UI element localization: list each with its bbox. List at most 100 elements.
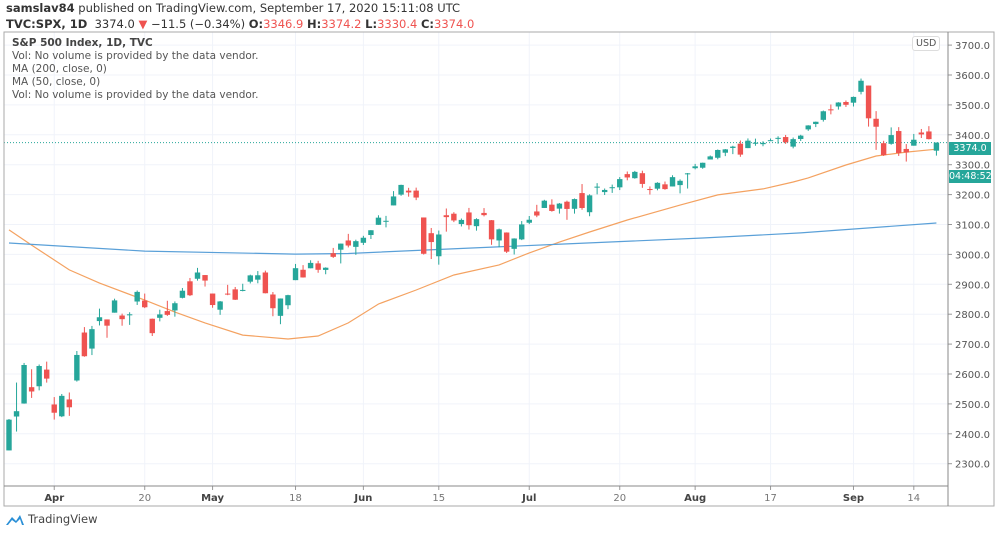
candle [865,85,872,127]
candle [322,267,329,275]
candle-body [126,314,133,316]
candle-body [722,149,728,153]
candle [405,187,412,197]
candle-body [677,180,683,186]
candle-body [443,215,450,218]
time-label: 15 [432,493,445,504]
candle [888,127,894,145]
author-link[interactable]: samslav84 [6,1,75,15]
candle-body [413,190,419,198]
price-label: 2600.0 [955,370,990,381]
axes: 3700.0 3600.0 3500.0 3400.0 3300.0 3200.0 3100… [3,31,995,507]
candle [360,235,367,245]
candle-body [179,290,186,298]
candle-body [541,200,548,208]
candle-body [187,281,193,296]
candle-body [262,272,269,294]
tradingview-logo[interactable]: TradingView [5,512,97,526]
candle [232,286,238,300]
moving-averages [8,148,937,340]
candle [579,184,585,210]
candle [421,217,427,255]
candle [89,325,95,356]
candle-body [194,272,201,279]
candle [436,230,442,265]
candle-body [172,303,178,311]
candle-body [601,189,608,193]
candle-body [481,212,487,216]
candle [398,184,404,196]
price-label: 2900.0 [955,280,990,291]
candle-body [202,275,208,281]
candle [564,200,570,220]
candle [209,293,216,308]
candle [285,294,291,310]
price-label: 2400.0 [955,430,990,441]
legend-title: S&P 500 Index, 1D, TVC [12,37,153,49]
candle-body [745,140,751,149]
candle [149,318,155,336]
candle [594,183,600,195]
candle-body [654,182,661,189]
candle-body [59,395,65,417]
candle-body [858,80,864,92]
candle-body [360,237,367,243]
legend-ma200[interactable]: MA (200, close, 0) [12,63,107,75]
candle [451,212,457,223]
candles [6,78,940,451]
last-price-tag: 3374.0 [949,142,991,155]
high-value: 3374.2 [321,17,362,31]
candle [353,239,359,255]
low-value: 3330.4 [377,17,418,31]
candle-body [594,186,600,188]
candle-body [292,268,299,281]
candle-body [164,311,171,315]
candle [126,312,133,325]
candle [277,298,284,325]
currency-label[interactable]: USD [912,36,941,51]
candle [911,133,917,146]
candle-body [903,148,909,153]
candle [338,243,344,264]
candle [775,136,781,144]
time-label: Aug [684,493,706,504]
ma50-line [8,148,937,340]
legend-ma50[interactable]: MA (50, close, 0) [12,76,101,88]
candle-body [669,177,676,187]
candle-body [730,146,736,148]
candle-body [383,220,389,222]
candle [782,134,789,144]
candle-body [760,142,766,145]
candle-body [300,269,306,278]
candle-body [556,203,563,209]
candle [202,275,208,287]
candle [843,100,849,107]
candle [639,170,646,188]
candle-body [571,199,578,209]
candle-body [843,101,849,105]
price-label: 3000.0 [955,250,990,261]
candle-body [36,366,42,387]
candle-body [224,293,231,295]
legend-volume-2[interactable]: Vol: No volume is provided by the data v… [12,89,259,101]
candle [96,308,103,326]
legend-volume[interactable]: Vol: No volume is provided by the data v… [12,50,259,62]
candle-body [662,184,668,190]
candle [790,137,796,149]
triangle-down-icon: ▼ [138,17,148,31]
candle [74,351,80,382]
candle-body [767,140,774,142]
candle-body [285,295,291,306]
published-text: published on TradingView.com, September … [78,1,461,15]
candle [292,263,299,281]
candle-body [209,293,216,306]
candle-body [405,190,412,193]
candle [240,283,246,292]
candle [466,207,472,230]
price-label: 2300.0 [955,460,990,471]
low-label: L: [365,17,378,31]
candle-body [586,195,593,213]
candle [534,204,540,218]
candle-body [247,275,253,282]
